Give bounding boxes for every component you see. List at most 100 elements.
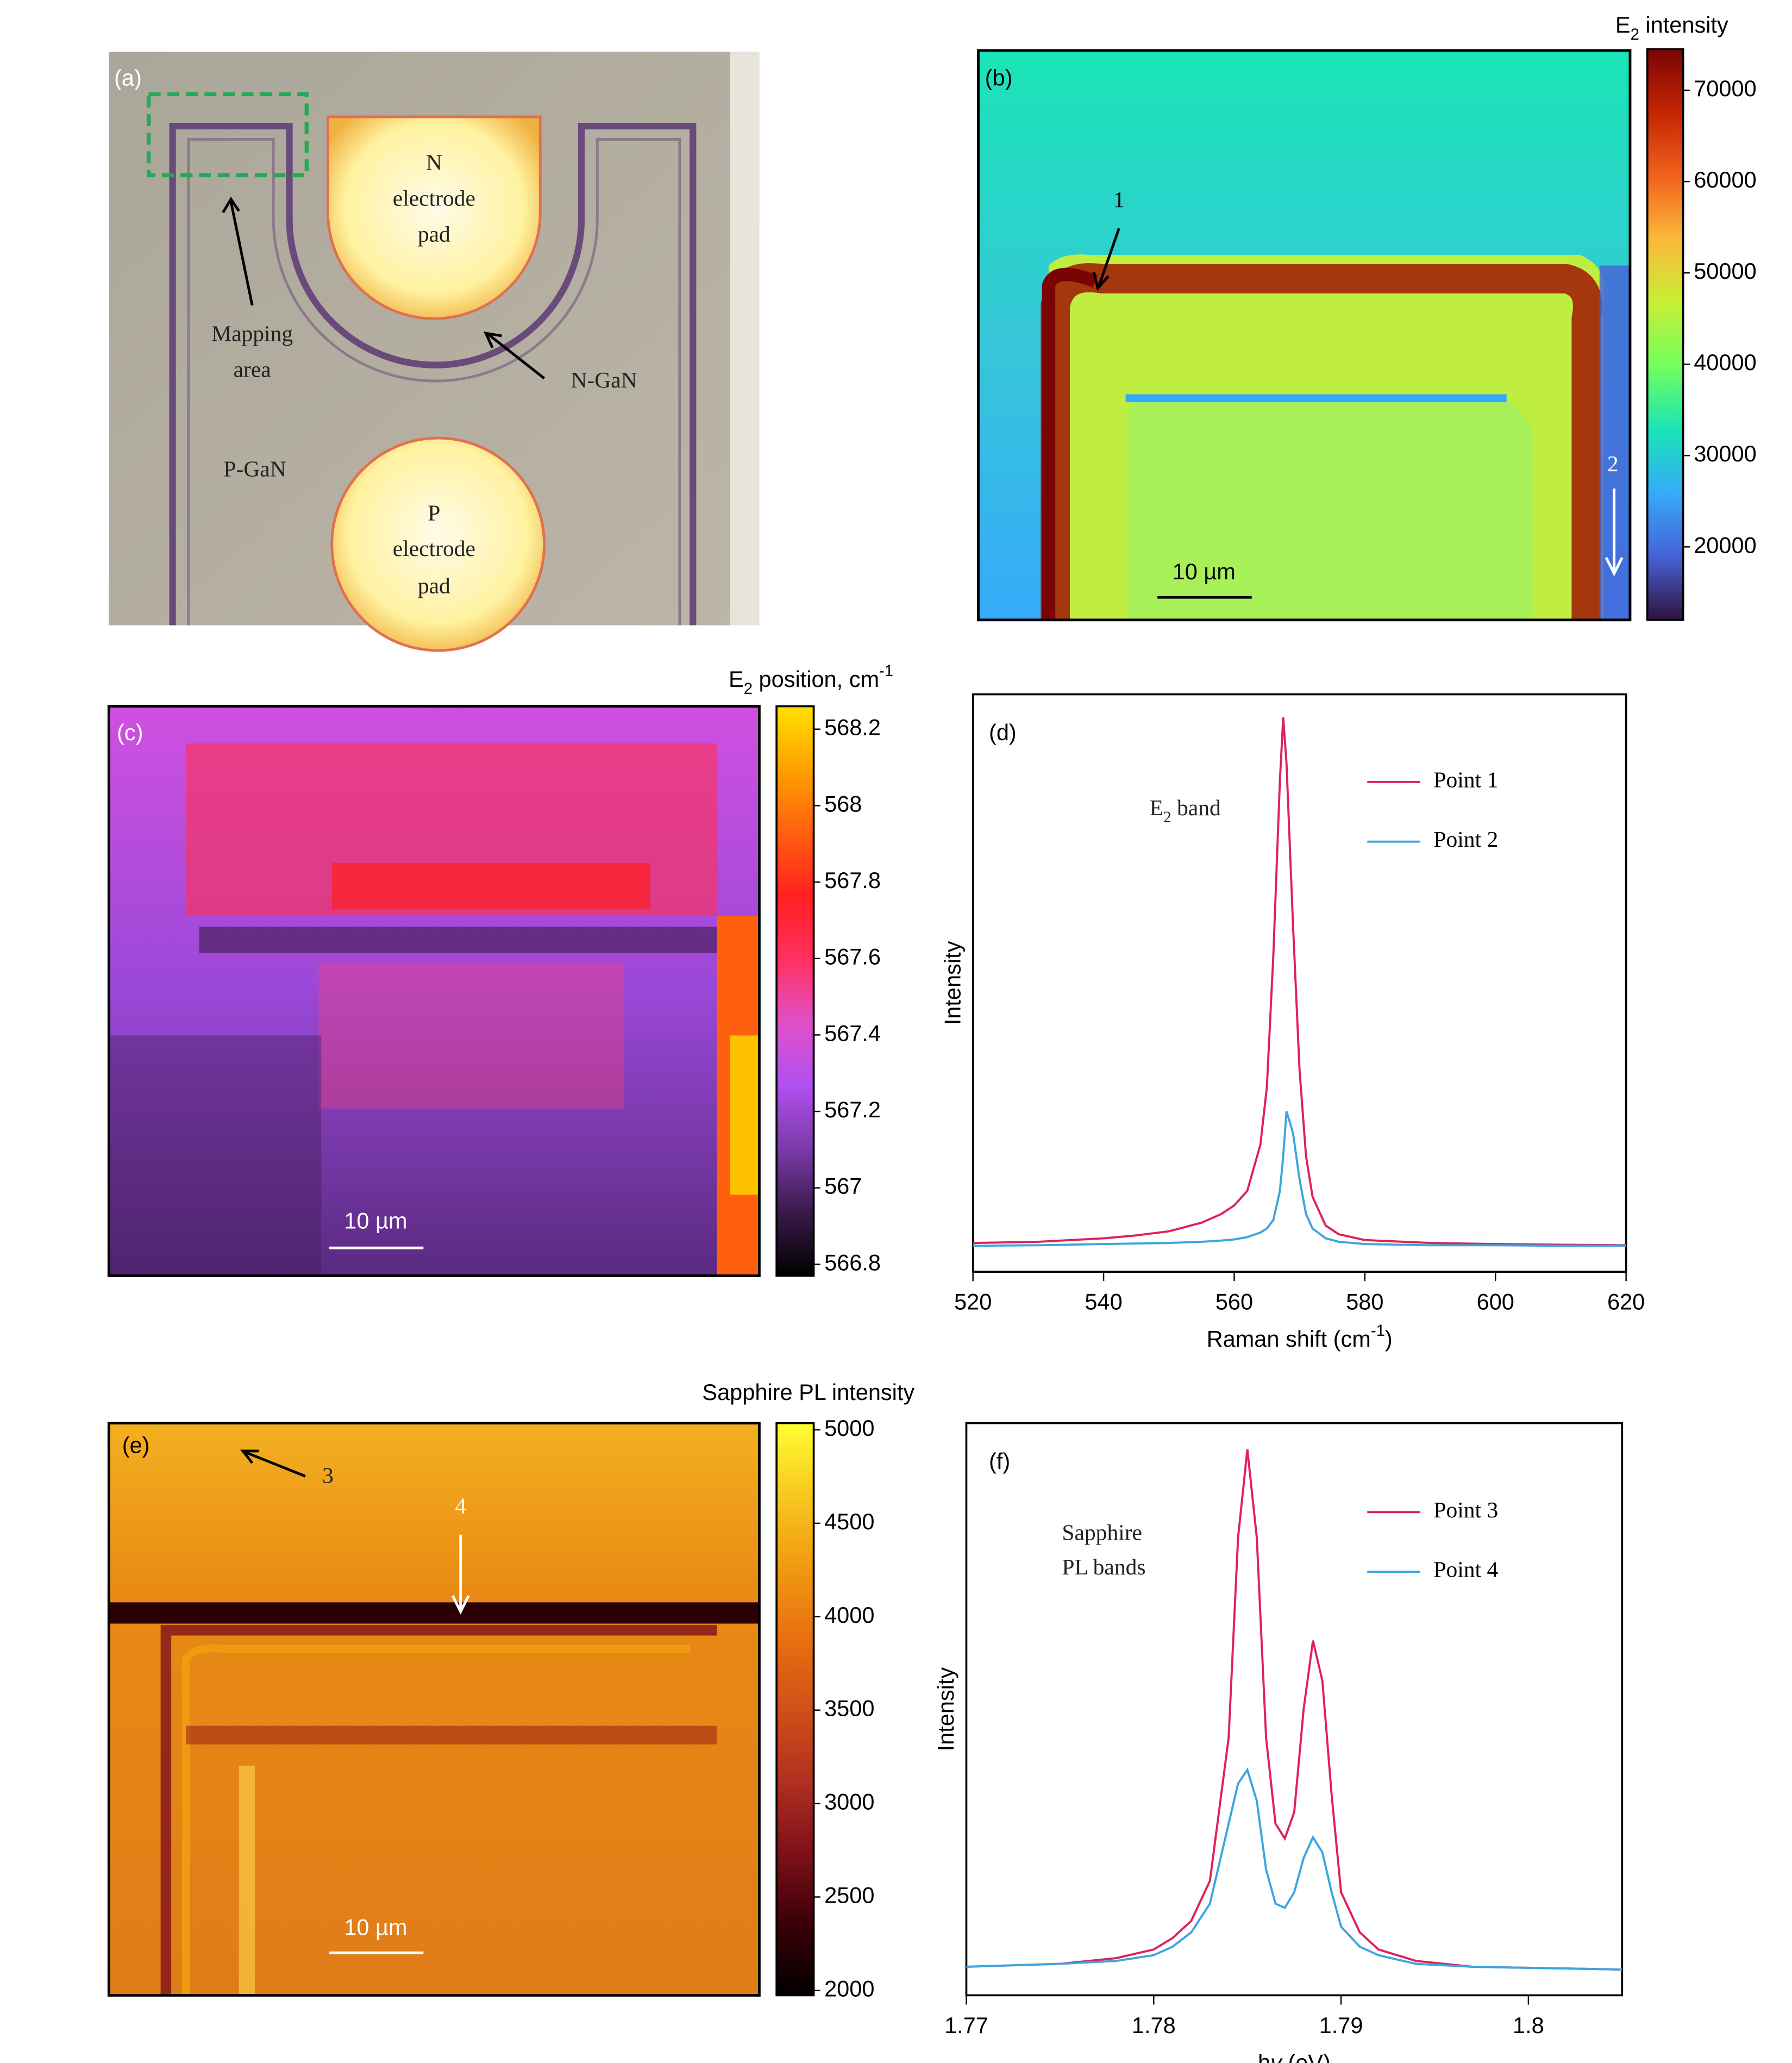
colorbar-tick-label: 567	[824, 1173, 862, 1199]
panel-label: (b)	[985, 65, 1013, 91]
colorbar-tick-label: 2000	[824, 1976, 874, 2001]
colorbar-tick-label: 567.8	[824, 867, 881, 893]
annotation-part: E	[1150, 795, 1163, 820]
x-tick-label: 540	[1085, 1289, 1122, 1315]
photo-label: N-GaN	[571, 367, 637, 392]
colorbar-tick-label: 60000	[1694, 167, 1756, 192]
colorbar-tick-label: 566.8	[824, 1249, 881, 1275]
photo-label: P	[428, 500, 440, 525]
colorbar	[775, 705, 815, 1277]
colorbar-title-part: Sapphire PL intensity	[702, 1379, 914, 1405]
annotation: E2 band	[1150, 795, 1221, 826]
y-axis-label: Intensity	[933, 1667, 958, 1751]
x-tick-label: 1.8	[1513, 2012, 1544, 2038]
colorbar-tick-label: 30000	[1694, 441, 1756, 466]
photo-label: area	[234, 357, 271, 382]
colorbar-tick-label: 20000	[1694, 532, 1756, 558]
x-tick-label: 620	[1607, 1289, 1645, 1315]
scale-bar-label: 10 µm	[344, 1914, 407, 1940]
panel-label: (e)	[122, 1433, 150, 1458]
x-axis-label: hv (eV)	[1258, 2049, 1331, 2063]
x-tick-label: 560	[1215, 1289, 1253, 1315]
photo	[109, 52, 760, 652]
x-axis-label-part: v	[1270, 2049, 1283, 2063]
panel-label: (f)	[989, 1448, 1010, 1474]
legend-label: Point 1	[1433, 767, 1498, 792]
photo-label: P-GaN	[223, 457, 286, 482]
colorbar-title: E2 intensity	[1615, 12, 1728, 43]
x-axis-label-part: Raman shift (cm	[1207, 1326, 1371, 1352]
annotation: PL bands	[1062, 1554, 1145, 1579]
photo-label: electrode	[393, 185, 475, 210]
heatmap-b	[977, 49, 1632, 622]
annotation: 1	[1113, 187, 1125, 212]
colorbar-title-part: -1	[879, 662, 893, 680]
legend-label: Point 4	[1433, 1557, 1498, 1582]
series-line	[966, 1767, 1622, 1971]
x-tick-label: 1.77	[944, 2012, 988, 2038]
annotation-part: band	[1171, 795, 1221, 820]
heatmap-e	[107, 1422, 761, 1997]
colorbar-tick-label: 5000	[824, 1415, 874, 1441]
plot-frame	[965, 1422, 1624, 1997]
annotation-part: 2	[1163, 809, 1171, 826]
heatmap-c	[107, 705, 761, 1277]
series-line	[973, 717, 1626, 1247]
scale-bar-label: 10 µm	[344, 1208, 407, 1234]
colorbar-title-part: E	[729, 666, 744, 692]
colorbar-tick-label: 567.6	[824, 944, 881, 970]
colorbar-title-part: 2	[744, 680, 753, 698]
scale-bar-label: 10 µm	[1173, 559, 1236, 584]
colorbar-tick-label: 50000	[1694, 258, 1756, 284]
colorbar-title: E2 position, cm-1	[729, 662, 893, 698]
panel-label: (c)	[117, 720, 143, 745]
colorbar-tick-label: 568.2	[824, 715, 881, 740]
colorbar-tick-label: 70000	[1694, 76, 1756, 101]
x-tick-label: 1.78	[1132, 2012, 1176, 2038]
photo-label: pad	[418, 573, 450, 598]
colorbar-tick-label: 4000	[824, 1602, 874, 1628]
y-axis-label: Intensity	[939, 941, 965, 1025]
plot-frame	[972, 693, 1627, 1273]
photo-label: pad	[418, 221, 450, 246]
colorbar-title-part: intensity	[1639, 12, 1728, 37]
x-tick-label: 580	[1346, 1289, 1383, 1315]
annotation: 4	[455, 1493, 466, 1518]
colorbar	[775, 1422, 815, 1997]
colorbar-title-part: 2	[1631, 26, 1639, 43]
photo-label: (a)	[114, 65, 142, 91]
colorbar-tick-label: 3500	[824, 1696, 874, 1721]
x-axis-label-part: (eV)	[1282, 2049, 1331, 2063]
x-axis-label-part: h	[1258, 2049, 1270, 2063]
annotation: 3	[322, 1462, 334, 1487]
colorbar-tick-label: 2500	[824, 1883, 874, 1908]
x-tick-label: 600	[1477, 1289, 1514, 1315]
legend-label: Point 3	[1433, 1497, 1498, 1522]
colorbar-title: Sapphire PL intensity	[702, 1379, 914, 1405]
x-axis-label-part: -1	[1371, 1322, 1385, 1340]
x-axis-label: Raman shift (cm-1)	[1207, 1322, 1393, 1352]
colorbar-tick-label: 40000	[1694, 349, 1756, 375]
colorbar-tick-label: 3000	[824, 1789, 874, 1815]
x-tick-label: 1.79	[1319, 2012, 1363, 2038]
colorbar-title-part: position, cm	[753, 666, 879, 692]
x-tick-label: 520	[954, 1289, 992, 1315]
colorbar	[1646, 48, 1684, 621]
legend-label: Point 2	[1433, 827, 1498, 852]
annotation: 2	[1607, 451, 1619, 476]
colorbar-tick-label: 4500	[824, 1509, 874, 1534]
series-line	[973, 1111, 1626, 1247]
colorbar-tick-label: 567.4	[824, 1020, 881, 1046]
panel-label: (d)	[989, 720, 1017, 745]
series-line	[966, 1449, 1622, 1971]
colorbar-tick-label: 568	[824, 791, 862, 816]
annotation: Sapphire	[1062, 1520, 1142, 1545]
colorbar-tick-label: 567.2	[824, 1097, 881, 1122]
photo-label: Mapping	[211, 321, 293, 346]
x-axis-label-part: )	[1385, 1326, 1393, 1352]
photo-label: N	[426, 149, 442, 174]
photo-label: electrode	[393, 536, 475, 561]
colorbar-title-part: E	[1615, 12, 1631, 37]
